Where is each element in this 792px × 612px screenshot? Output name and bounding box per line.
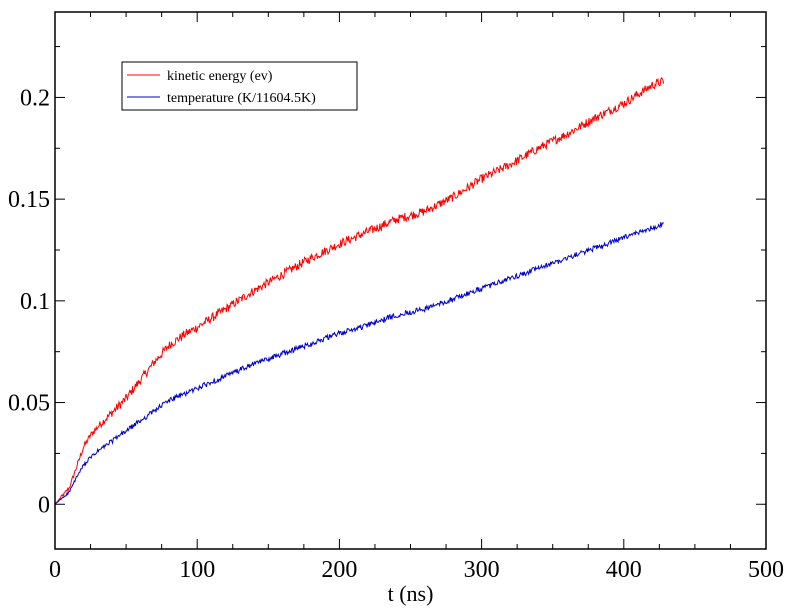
x-axis-title: t (ns) xyxy=(388,581,434,606)
y-tick-label: 0 xyxy=(38,492,50,518)
legend-label: kinetic energy (ev) xyxy=(167,69,273,84)
y-tick-label: 0.1 xyxy=(20,289,50,315)
legend-box xyxy=(121,61,358,111)
x-tick-label: 400 xyxy=(606,557,642,583)
y-tick-label: 0.05 xyxy=(8,391,50,417)
tick-marks xyxy=(54,12,767,549)
y-tick-label: 0.2 xyxy=(20,85,50,111)
x-tick-label: 0 xyxy=(49,557,61,583)
x-tick-label: 200 xyxy=(321,557,357,583)
x-tick-label: 300 xyxy=(464,557,500,583)
series-lines xyxy=(54,76,665,505)
legend-label: temperature (K/11604.5K) xyxy=(167,91,316,106)
series-line-2 xyxy=(54,221,664,505)
tick-labels: 0 100 200 300 400 500 0 0.05 0.1 0.15 0.2 xyxy=(8,85,784,583)
x-tick-label: 100 xyxy=(179,557,215,583)
x-tick-label: 500 xyxy=(748,557,784,583)
legend: kinetic energy (ev) temperature (K/11604.… xyxy=(121,61,358,111)
plot-frame xyxy=(54,11,767,550)
y-tick-label: 0.15 xyxy=(8,187,50,213)
series-line-1 xyxy=(54,76,665,505)
